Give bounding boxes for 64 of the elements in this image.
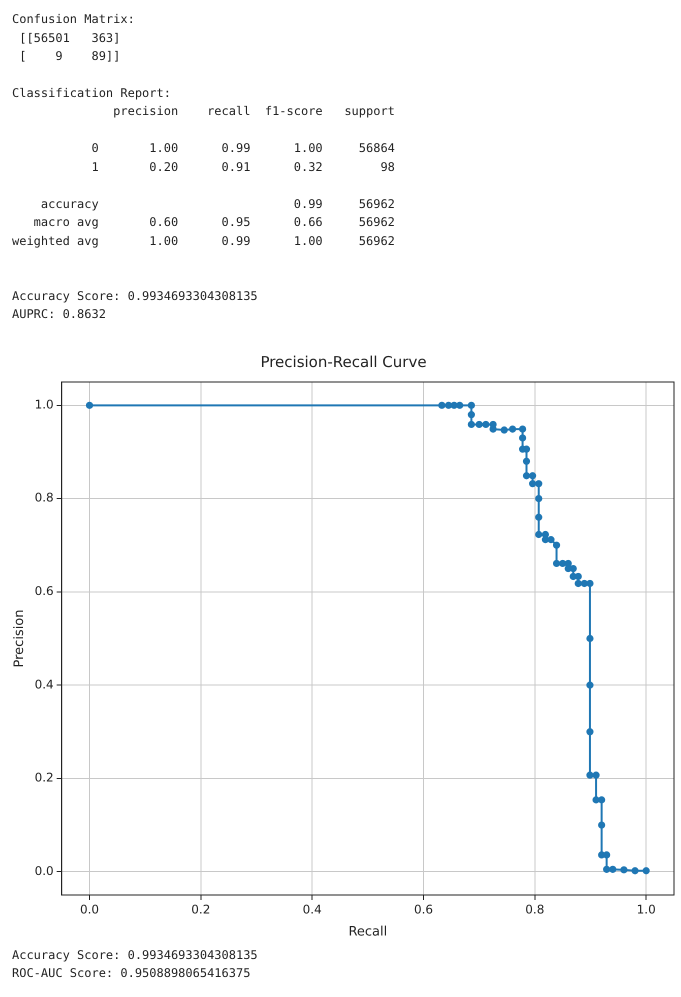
point xyxy=(642,866,650,874)
text: Accuracy Score: 0.9934693304308135 AUPRC: 0.8632 xyxy=(12,288,259,323)
y-tick-label: 0.6 xyxy=(34,583,54,598)
point xyxy=(518,425,526,432)
point xyxy=(609,865,616,872)
text: Classification Report: precision recall f1-score support 0 1.00 0.99 1.00 56864 1 0.20 0.91 0.32 98 accuracy 0.99 56962 macro avg 0.60 0.95 0.66 56962 weighted avg 1.00 0.99 1.00 56962 xyxy=(12,86,395,248)
point xyxy=(508,425,516,432)
x-tick-label: 0.4 xyxy=(302,902,322,916)
point xyxy=(552,559,560,567)
point xyxy=(603,850,610,858)
point xyxy=(592,771,600,778)
text: Accuracy Score: 0.9934693304308135 ROC-AUC Score: 0.9508898065416375 xyxy=(12,946,259,982)
y-tick-label: 0.0 xyxy=(34,863,54,878)
point xyxy=(586,579,594,587)
point xyxy=(476,420,483,428)
y-tick-label: 0.4 xyxy=(34,676,54,691)
point xyxy=(535,494,542,502)
point xyxy=(535,513,542,520)
y-axis-title: Precision xyxy=(12,608,28,668)
x-tick-label: 0.2 xyxy=(191,902,210,916)
point xyxy=(438,401,446,408)
point xyxy=(529,480,536,487)
point xyxy=(482,420,490,428)
point xyxy=(586,771,594,778)
point xyxy=(574,572,582,580)
point xyxy=(456,401,464,408)
y-tick-label: 0.2 xyxy=(34,770,54,784)
point xyxy=(580,579,588,587)
point xyxy=(450,401,458,408)
chart-title: Precision-Recall Curve xyxy=(260,352,427,370)
x-tick-label: 1.0 xyxy=(636,902,656,916)
point xyxy=(468,420,475,428)
x-tick-label: 0.0 xyxy=(80,902,100,916)
y-tick-label: 1.0 xyxy=(34,396,54,411)
point xyxy=(598,820,606,828)
point xyxy=(570,564,577,572)
point xyxy=(86,401,94,408)
x-tick-label: 0.8 xyxy=(525,902,544,916)
point xyxy=(468,410,475,418)
point xyxy=(598,796,606,803)
point xyxy=(592,796,600,803)
point xyxy=(574,579,582,587)
point xyxy=(500,426,508,434)
point xyxy=(518,434,526,442)
point xyxy=(444,401,452,408)
point xyxy=(529,472,536,479)
point xyxy=(535,530,542,538)
point xyxy=(547,536,555,543)
point xyxy=(586,681,594,688)
y-tick-label: 0.8 xyxy=(34,490,54,504)
x-tick-label: 0.6 xyxy=(414,902,434,916)
point xyxy=(522,472,530,479)
x-axis-title: Recall xyxy=(348,924,388,940)
point xyxy=(631,866,639,874)
point xyxy=(522,457,530,464)
point xyxy=(535,480,542,487)
point xyxy=(586,634,594,642)
point xyxy=(468,401,475,408)
text: Confusion Matrix: [[56501 363] [ 9 89]] xyxy=(12,11,136,65)
point xyxy=(586,728,594,735)
point xyxy=(603,865,610,872)
point xyxy=(552,541,560,548)
point xyxy=(620,866,628,873)
point xyxy=(559,559,566,567)
